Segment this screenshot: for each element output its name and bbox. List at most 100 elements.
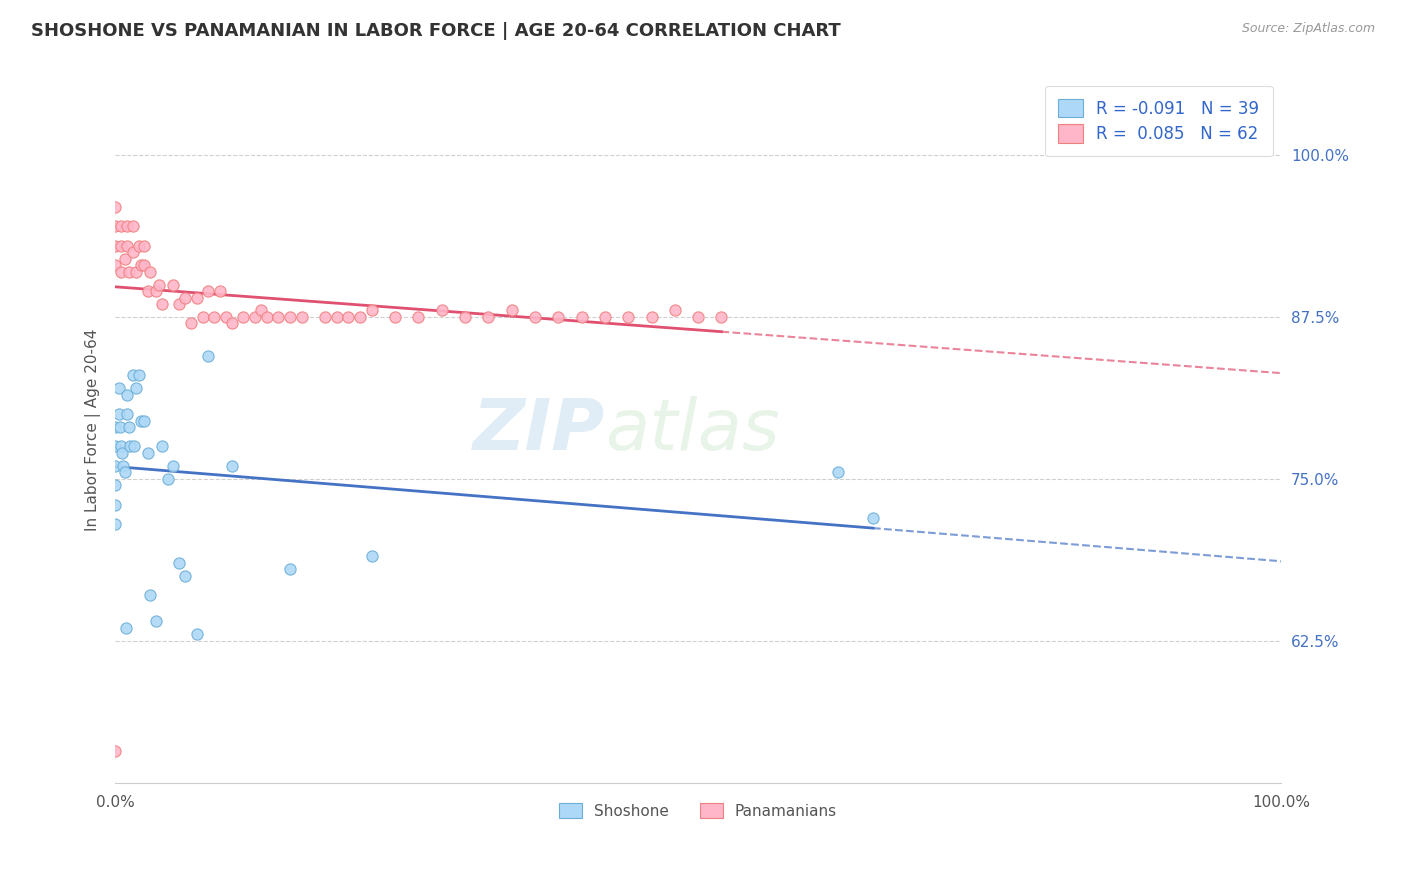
Point	[139, 265, 162, 279]
Text: Source: ZipAtlas.com: Source: ZipAtlas.com	[1241, 22, 1375, 36]
Point	[125, 265, 148, 279]
Point	[202, 310, 225, 324]
Point	[128, 239, 150, 253]
Point	[174, 291, 197, 305]
Point	[115, 387, 138, 401]
Point	[360, 549, 382, 564]
Point	[547, 310, 569, 324]
Point	[104, 498, 127, 512]
Point	[104, 239, 127, 253]
Point	[221, 458, 243, 473]
Point	[108, 420, 131, 434]
Point	[145, 284, 167, 298]
Point	[384, 310, 406, 324]
Point	[180, 317, 202, 331]
Point	[501, 303, 523, 318]
Point	[115, 407, 138, 421]
Point	[110, 239, 132, 253]
Point	[256, 310, 278, 324]
Point	[150, 439, 173, 453]
Point	[134, 239, 156, 253]
Point	[430, 303, 453, 318]
Point	[278, 562, 301, 576]
Point	[232, 310, 254, 324]
Point	[640, 310, 662, 324]
Point	[617, 310, 640, 324]
Point	[291, 310, 314, 324]
Point	[349, 310, 371, 324]
Point	[104, 420, 127, 434]
Point	[186, 291, 208, 305]
Point	[110, 439, 132, 453]
Point	[710, 310, 733, 324]
Point	[104, 458, 127, 473]
Point	[174, 569, 197, 583]
Point	[360, 303, 382, 318]
Point	[104, 439, 127, 453]
Point	[477, 310, 499, 324]
Point	[688, 310, 710, 324]
Point	[115, 239, 138, 253]
Point	[150, 297, 173, 311]
Point	[337, 310, 360, 324]
Point	[314, 310, 336, 324]
Point	[111, 446, 134, 460]
Point	[104, 200, 127, 214]
Text: ZIP: ZIP	[472, 396, 605, 465]
Point	[169, 297, 191, 311]
Point	[169, 556, 191, 570]
Point	[114, 621, 136, 635]
Point	[571, 310, 593, 324]
Point	[104, 478, 127, 492]
Point	[162, 277, 184, 292]
Point	[121, 219, 143, 234]
Point	[278, 310, 301, 324]
Point	[115, 219, 138, 234]
Point	[134, 413, 156, 427]
Point	[112, 458, 135, 473]
Point	[110, 265, 132, 279]
Point	[118, 265, 141, 279]
Point	[664, 303, 686, 318]
Point	[136, 284, 159, 298]
Point	[134, 258, 156, 272]
Point	[408, 310, 430, 324]
Point	[136, 446, 159, 460]
Point	[243, 310, 266, 324]
Y-axis label: In Labor Force | Age 20-64: In Labor Force | Age 20-64	[86, 329, 101, 532]
Point	[122, 439, 145, 453]
Point	[523, 310, 546, 324]
Point	[148, 277, 170, 292]
Point	[862, 510, 884, 524]
Point	[128, 368, 150, 383]
Point	[104, 258, 127, 272]
Point	[454, 310, 477, 324]
Point	[129, 413, 152, 427]
Point	[162, 458, 184, 473]
Point	[104, 744, 127, 758]
Point	[107, 407, 129, 421]
Point	[209, 284, 232, 298]
Point	[121, 368, 143, 383]
Point	[197, 349, 219, 363]
Point	[250, 303, 273, 318]
Point	[114, 466, 136, 480]
Point	[120, 439, 142, 453]
Point	[129, 258, 152, 272]
Point	[215, 310, 238, 324]
Point	[197, 284, 219, 298]
Point	[104, 517, 127, 532]
Point	[118, 420, 141, 434]
Point	[156, 472, 179, 486]
Point	[827, 466, 849, 480]
Point	[593, 310, 616, 324]
Point	[107, 381, 129, 395]
Point	[104, 219, 127, 234]
Point	[121, 245, 143, 260]
Point	[139, 588, 162, 602]
Point	[110, 219, 132, 234]
Point	[145, 614, 167, 628]
Legend: Shoshone, Panamanians: Shoshone, Panamanians	[553, 797, 844, 825]
Point	[125, 381, 148, 395]
Text: SHOSHONE VS PANAMANIAN IN LABOR FORCE | AGE 20-64 CORRELATION CHART: SHOSHONE VS PANAMANIAN IN LABOR FORCE | …	[31, 22, 841, 40]
